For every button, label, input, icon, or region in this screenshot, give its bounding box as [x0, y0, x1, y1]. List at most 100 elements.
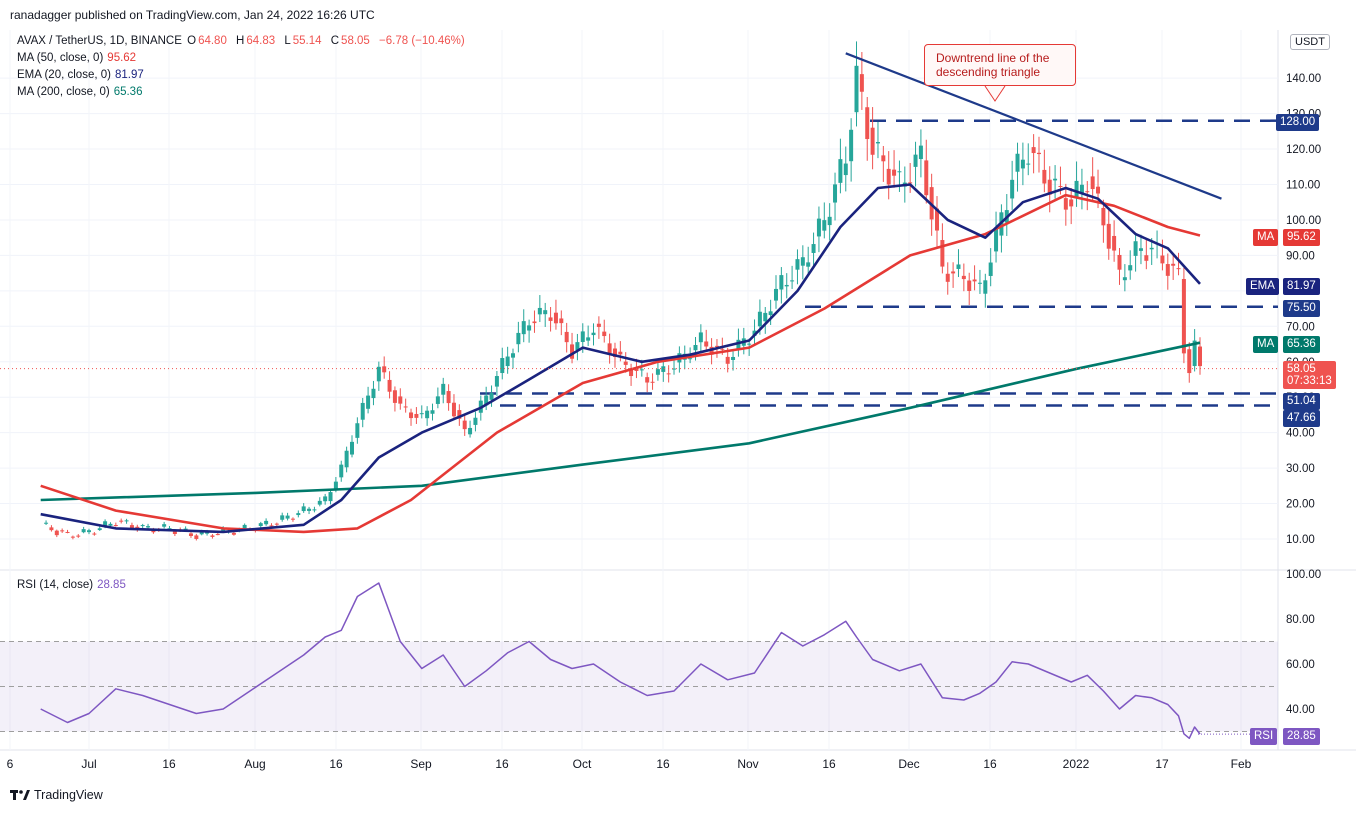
candle-body	[392, 390, 397, 403]
candle-body	[258, 523, 263, 527]
candle-body	[1176, 268, 1181, 270]
candle-body	[935, 208, 940, 231]
candle-body	[451, 402, 456, 417]
candle-body	[559, 318, 564, 324]
candle-body	[398, 396, 403, 404]
candle-body	[242, 524, 247, 529]
candle-body	[532, 321, 537, 324]
candle-body	[763, 312, 768, 322]
candle-body	[1128, 265, 1133, 271]
candle-body	[602, 331, 607, 337]
candle-body	[714, 345, 719, 347]
open-label: O	[187, 35, 197, 47]
candle-body	[167, 528, 172, 530]
candle-body	[698, 332, 703, 343]
ema20-label: EMA (20, close, 0)	[17, 69, 111, 81]
ema20-value: 81.97	[114, 69, 144, 81]
price-tick-label: 110.00	[1286, 180, 1320, 192]
ma200-value: 65.36	[113, 86, 143, 98]
candle-body	[183, 528, 188, 530]
rsi-line	[40, 582, 1201, 740]
candle-body	[317, 500, 322, 505]
time-tick-label: Oct	[573, 757, 592, 771]
candle-body	[1063, 198, 1068, 210]
ma200-label: MA (200, close, 0)	[17, 86, 110, 98]
candle-body	[773, 288, 778, 301]
candle-body	[575, 342, 580, 351]
candle-body	[1133, 241, 1138, 256]
candle-body	[1138, 248, 1143, 251]
low-value: 55.14	[292, 35, 322, 47]
candle-body	[81, 529, 86, 533]
candle-body	[1031, 147, 1036, 154]
candle-body	[725, 356, 730, 364]
time-tick-label: Nov	[737, 757, 758, 771]
downtrend-line	[845, 52, 1222, 200]
candle-body	[838, 159, 843, 183]
candle-body	[1165, 264, 1170, 276]
candle-body	[521, 321, 526, 335]
candle-body	[108, 523, 113, 526]
price-tick-label: 70.00	[1286, 321, 1315, 333]
candle-body	[290, 518, 295, 520]
candle-body	[672, 368, 677, 370]
candle-body	[865, 107, 870, 140]
candle-body	[215, 534, 220, 536]
candle-body	[162, 524, 167, 527]
candle-body	[328, 492, 333, 502]
footer-brand: TradingView	[34, 788, 103, 802]
candle-body	[886, 168, 891, 185]
rsi-axis-value: 28.85	[1283, 728, 1320, 745]
candle-body	[553, 312, 558, 324]
level-51-tag: 51.04	[1283, 393, 1320, 410]
candle-body	[655, 369, 660, 375]
candle-body	[1020, 159, 1025, 169]
candle-body	[736, 339, 741, 350]
currency-badge[interactable]: USDT	[1290, 34, 1330, 50]
symbol-legend: AVAX / TetherUS, 1D, BINANCE O 64.80 H 64.…	[17, 35, 471, 47]
candle-body	[1122, 277, 1127, 281]
candle-body	[349, 441, 354, 455]
time-tick-label: Jul	[81, 757, 96, 771]
candle-body	[419, 413, 424, 415]
candle-body	[977, 282, 982, 284]
candle-body	[908, 182, 913, 184]
candle-body	[54, 530, 59, 536]
candle-body	[849, 129, 854, 162]
candle-body	[779, 275, 784, 290]
candle-body	[371, 388, 376, 399]
rsi-legend[interactable]: RSI (14, close) 28.85	[17, 579, 126, 591]
candle-body	[972, 279, 977, 282]
ema20-axis-label: EMA	[1246, 278, 1279, 295]
candle-body	[1042, 169, 1047, 184]
candle-body	[650, 381, 655, 383]
candle-body	[151, 529, 156, 533]
candle-body	[312, 509, 317, 511]
candle-body	[92, 533, 97, 535]
candle-body	[580, 331, 585, 342]
candle-body	[1144, 255, 1149, 261]
candle-body	[988, 262, 993, 276]
ema20-legend[interactable]: EMA (20, close, 0) 81.97	[17, 69, 144, 81]
ma200-legend[interactable]: MA (200, close, 0) 65.36	[17, 86, 142, 98]
candle-body	[822, 220, 827, 231]
rsi-tick-label: 100.00	[1286, 569, 1321, 581]
candle-body	[296, 513, 301, 516]
candle-body	[527, 325, 532, 331]
close-label: C	[330, 35, 340, 47]
candle-body	[1058, 185, 1063, 187]
ma200-line	[40, 341, 1201, 502]
candle-body	[537, 307, 542, 315]
time-tick-label: 16	[162, 757, 176, 771]
candle-body	[468, 427, 473, 435]
ma50-legend[interactable]: MA (50, close, 0) 95.62	[17, 52, 136, 64]
candle-body	[403, 406, 408, 408]
candle-body	[1160, 255, 1165, 264]
level-75-tag: 75.50	[1283, 300, 1320, 317]
candle-body	[49, 527, 54, 531]
candle-body	[511, 353, 516, 358]
countdown-value: 07:33:13	[1287, 375, 1332, 387]
candle-body	[940, 240, 945, 267]
price-tick-label: 40.00	[1286, 428, 1315, 440]
